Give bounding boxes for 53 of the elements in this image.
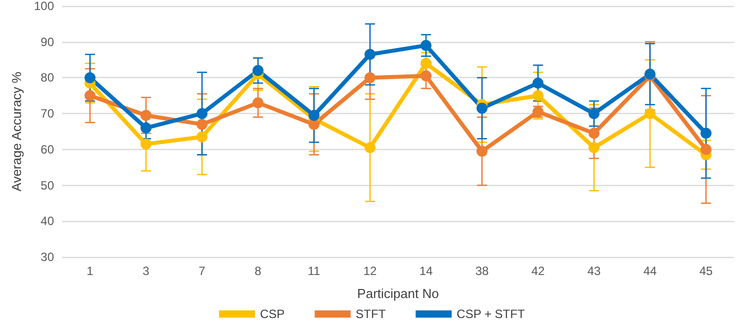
point [196,131,208,142]
point [196,118,208,130]
point [476,146,488,157]
y-tick-label: 30 [40,250,54,264]
y-tick-label: 50 [40,178,54,192]
y-tick-label: 40 [40,214,54,228]
point [532,78,544,89]
y-axis-title: Average Accuracy % [9,71,24,192]
point [700,144,712,155]
point [420,58,432,69]
point [308,118,320,130]
x-tick-label: 1 [86,264,94,278]
legend-label: CSP + STFT [456,307,526,321]
point [252,65,264,76]
x-tick-label: 43 [587,264,601,278]
x-tick-label: 14 [419,264,433,278]
point [84,72,96,84]
x-tick-label: 7 [198,264,206,278]
y-tick-label: 90 [40,34,54,49]
x-axis-title: Participant No [357,286,439,301]
point [140,110,152,121]
x-tick-label: 38 [475,264,489,278]
point [364,48,376,60]
point [84,90,96,102]
x-tick-label: 3 [142,264,150,278]
point [476,102,488,114]
legend-label: STFT [356,307,386,321]
point [420,70,432,82]
point [364,142,376,154]
point [588,142,600,154]
x-tick-label: 8 [254,264,262,278]
y-tick-label: 80 [40,70,54,85]
point [140,138,152,150]
y-tick-label: 60 [40,142,54,156]
y-tick-label: 70 [40,106,54,121]
point [644,108,656,120]
x-tick-label: 45 [699,264,713,278]
point [252,97,264,108]
legend-label: CSP [260,307,285,321]
point [588,108,600,120]
point [700,128,712,139]
x-tick-label: 11 [308,264,321,278]
point [532,90,544,102]
x-tick-label: 42 [531,264,545,278]
point [196,108,208,120]
y-tick-label: 100 [34,0,54,13]
point [588,128,600,139]
point [308,110,320,121]
point [140,122,152,134]
point [364,72,376,84]
point [420,40,432,51]
x-tick-label: 12 [363,264,377,278]
x-tick-label: 44 [643,264,657,278]
